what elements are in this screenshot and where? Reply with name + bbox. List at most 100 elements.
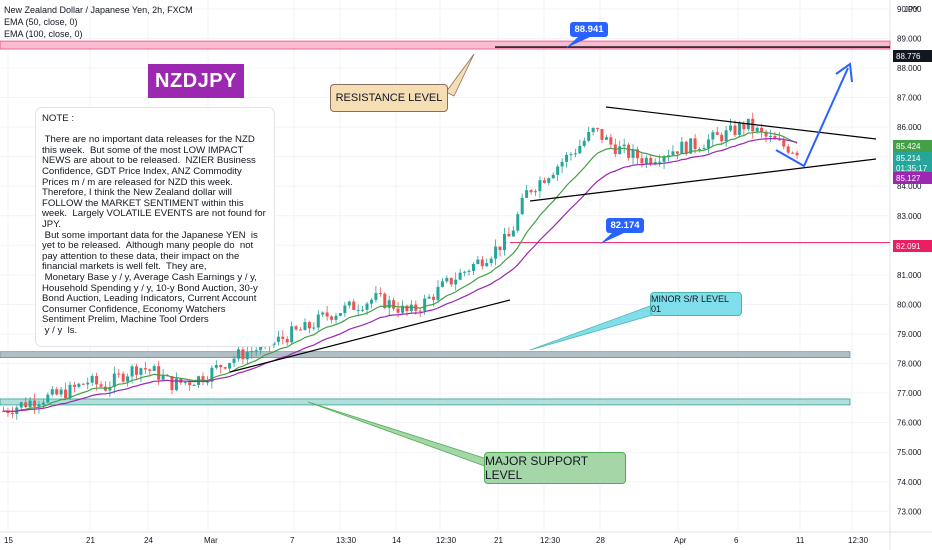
candle-body — [378, 293, 382, 295]
candle-body — [139, 368, 143, 375]
candle-body — [591, 128, 595, 132]
candle-body — [658, 161, 662, 163]
x-tick-label: 28 — [596, 536, 605, 545]
candle-body — [401, 305, 404, 313]
candle-body — [157, 366, 161, 380]
resistance-price-tag[interactable]: 88.941 — [570, 22, 608, 37]
candle-body — [68, 384, 72, 399]
candle-body — [511, 230, 515, 237]
candle-body — [192, 384, 196, 386]
candle-body — [272, 341, 276, 346]
candle-body — [582, 140, 586, 146]
minor-sr-callout[interactable]: MINOR S/R LEVEL 01 — [650, 292, 742, 316]
candle-body — [476, 259, 480, 265]
candle-body — [627, 144, 631, 158]
mid-axis-tag: 82.091 — [893, 240, 932, 252]
candle-body — [81, 383, 85, 385]
candle-body — [143, 368, 147, 370]
triangle-lower-line — [529, 158, 877, 202]
candle-body — [560, 161, 564, 167]
price-axis — [890, 0, 932, 550]
candle-body — [126, 376, 130, 382]
minor-pointer — [529, 305, 657, 351]
x-tick-label: Apr — [674, 536, 687, 545]
candle-body — [356, 309, 360, 311]
candle-body — [542, 180, 546, 183]
candle-body — [374, 293, 378, 300]
candle-body — [631, 149, 635, 158]
candle-body — [285, 338, 289, 343]
candle-body — [498, 246, 502, 251]
candle-body — [418, 310, 422, 312]
candle-body — [108, 387, 112, 391]
candle-body — [214, 365, 218, 368]
candle-body — [405, 305, 409, 312]
candle-body — [330, 316, 334, 320]
candle-body — [383, 293, 387, 309]
note-text-box[interactable]: NOTE : There are no important data relea… — [36, 108, 274, 346]
candle-body — [396, 308, 400, 313]
candle-body — [715, 132, 719, 135]
candle-body — [201, 376, 205, 383]
candle-body — [471, 264, 475, 271]
candle-body — [768, 136, 772, 138]
candle-body — [135, 366, 138, 375]
y-tick-label: 84.000 — [897, 182, 922, 191]
projection-arrow — [775, 67, 849, 168]
y-tick-label: 75.000 — [897, 448, 922, 457]
symbol-title: New Zealand Dollar / Japanese Yen, 2h, F… — [4, 5, 193, 15]
candle-body — [369, 299, 373, 304]
candle-body — [365, 303, 369, 310]
candle-body — [458, 272, 462, 280]
candle-body — [445, 277, 449, 282]
candle-body — [46, 394, 50, 403]
candle-body — [205, 381, 209, 383]
y-tick-label: 90.000 — [897, 5, 922, 14]
candle-body — [50, 389, 54, 395]
candle-body — [232, 358, 236, 363]
ema100-legend: EMA (100, close, 0) — [4, 29, 83, 39]
candle-body — [702, 147, 706, 150]
candle-body — [755, 127, 759, 132]
candle-body — [28, 400, 32, 407]
chart-legend: New Zealand Dollar / Japanese Yen, 2h, F… — [4, 4, 193, 40]
resistance-zone — [0, 40, 891, 50]
y-tick-label: 77.000 — [897, 389, 922, 398]
candle-body — [210, 367, 214, 382]
major-support-callout[interactable]: MAJOR SUPPORT LEVEL — [484, 452, 626, 484]
candle-body — [77, 383, 81, 387]
candle-body — [653, 162, 657, 164]
candle-body — [152, 366, 156, 371]
mid-price-tag[interactable]: 82.174 — [606, 218, 644, 233]
candle-body — [188, 382, 192, 386]
candle-body — [64, 389, 68, 399]
candle-body — [729, 125, 733, 131]
candle-body — [587, 131, 591, 141]
candle-body — [294, 326, 298, 330]
resistance-callout[interactable]: RESISTANCE LEVEL — [330, 84, 448, 112]
candle-body — [463, 271, 467, 273]
candle-body — [436, 286, 440, 300]
candle-body — [724, 130, 728, 142]
symbol-badge[interactable]: NZDJPY — [148, 64, 244, 98]
ema100-line — [3, 137, 798, 412]
candle-body — [454, 279, 458, 285]
candle-body — [534, 191, 537, 193]
candle-body — [662, 156, 666, 162]
candle-body — [174, 378, 178, 391]
candle-body — [578, 145, 582, 154]
x-tick-label: 21 — [494, 536, 503, 545]
countdown-tag: 01:35:17 — [893, 162, 932, 174]
candle-body — [795, 152, 799, 156]
candle-body — [494, 246, 498, 259]
candle-body — [777, 139, 781, 141]
candle-body — [644, 157, 648, 164]
x-tick-label: 12:30 — [436, 536, 457, 545]
ema50-line — [3, 131, 798, 413]
candle-body — [565, 154, 569, 162]
last-price-tag: 85.214 — [893, 152, 932, 164]
mid-tag-pointer — [600, 233, 624, 244]
candle-body — [276, 336, 280, 342]
candle-body — [675, 151, 679, 154]
